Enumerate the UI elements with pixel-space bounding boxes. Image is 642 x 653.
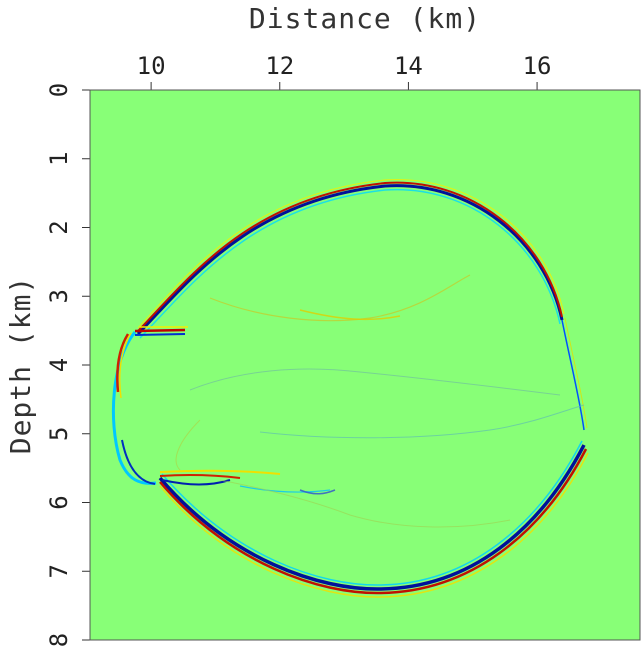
wavefront-lower-outer-blue	[158, 444, 586, 591]
wavefront-left-bulge-yellow	[119, 332, 132, 399]
wavefront-right-side-yellow	[564, 317, 588, 429]
x-axis-title: Distance (km)	[249, 2, 481, 35]
x-tick-label: 10	[137, 52, 166, 80]
reflector-lower-left	[159, 469, 281, 475]
y-tick-label: 0	[45, 83, 73, 97]
y-tick-label: 4	[45, 358, 73, 372]
reflector-upper-left	[134, 328, 186, 333]
interior-reflector-4	[259, 404, 585, 439]
wavefront-lower-outer-yellow	[159, 452, 589, 598]
reflector-lower-left-blue	[161, 479, 231, 486]
y-tick-label: 8	[45, 633, 73, 647]
y-axis-title: Depth (km)	[4, 276, 37, 455]
interior-reflector-3	[189, 368, 561, 396]
wavefront-upper-outer-cyan	[139, 188, 561, 339]
seismic-wavefronts	[111, 179, 589, 598]
reflector-lower-left-cyan	[239, 485, 331, 493]
x-tick-label: 16	[523, 52, 552, 80]
interior-reflector-1	[209, 274, 471, 322]
interior-reflector-7	[299, 489, 336, 495]
interior-reflector-2	[299, 309, 401, 321]
wavefront-right-side	[561, 319, 585, 431]
y-tick-label: 3	[45, 289, 73, 303]
interior-reflector-6	[219, 479, 511, 528]
wavefront-left-bulge-red	[116, 333, 130, 393]
wavefront-lower-outer-cyan	[161, 440, 583, 586]
reflector-upper-left-blue	[134, 333, 186, 336]
y-tick-label: 6	[45, 495, 73, 509]
y-tick-label: 5	[45, 427, 73, 441]
x-tick-label: 14	[394, 52, 423, 80]
interior-reflector-5	[175, 419, 201, 471]
wavefront-lower-outer-red	[159, 448, 588, 595]
wavefront-upper-outer-yellow	[137, 179, 565, 329]
x-axis-ticks: 10 12 14 16	[137, 52, 552, 90]
y-tick-label: 2	[45, 220, 73, 234]
x-tick-label: 12	[265, 52, 294, 80]
y-axis-ticks: 0 1 2 3 4 5 6 7 8	[45, 83, 90, 647]
y-tick-label: 7	[45, 564, 73, 578]
reflector-lower-left-red	[159, 473, 241, 479]
wavefront-upper-outer-red	[137, 181, 563, 332]
plot-background	[89, 89, 641, 641]
wavefront-upper-outer-blue	[136, 184, 564, 336]
wavefront-left-bulge-blue	[121, 439, 156, 485]
y-tick-label: 1	[45, 152, 73, 166]
